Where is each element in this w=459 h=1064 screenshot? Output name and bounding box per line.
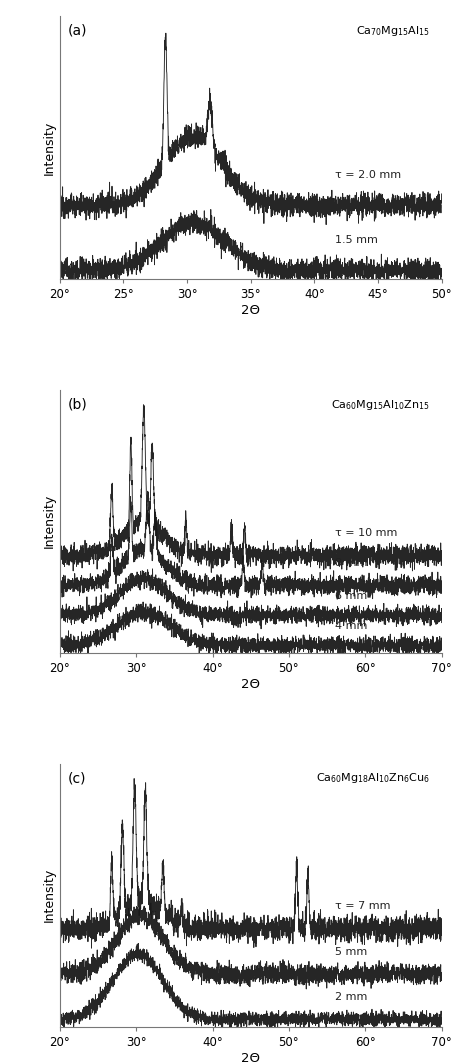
Y-axis label: Intensity: Intensity (43, 868, 56, 922)
Text: (c): (c) (68, 771, 86, 785)
X-axis label: 2Θ: 2Θ (241, 1051, 260, 1064)
Text: Ca$_{60}$Mg$_{18}$Al$_{10}$Zn$_{6}$Cu$_{6}$: Ca$_{60}$Mg$_{18}$Al$_{10}$Zn$_{6}$Cu$_{… (315, 771, 429, 785)
Text: τ = 2.0 mm: τ = 2.0 mm (334, 170, 400, 180)
Text: τ = 7 mm: τ = 7 mm (334, 901, 389, 911)
Text: (b): (b) (68, 398, 88, 412)
Text: 8 mm: 8 mm (334, 558, 366, 568)
X-axis label: 2Θ: 2Θ (241, 678, 260, 691)
Text: 5 mm: 5 mm (334, 947, 366, 957)
Text: 2 mm: 2 mm (334, 993, 366, 1002)
Y-axis label: Intensity: Intensity (43, 120, 56, 174)
Text: 6 mm: 6 mm (334, 592, 366, 601)
Text: τ = 10 mm: τ = 10 mm (334, 528, 396, 537)
Y-axis label: Intensity: Intensity (43, 495, 56, 548)
Text: 4 mm: 4 mm (334, 621, 366, 631)
X-axis label: 2Θ: 2Θ (241, 304, 260, 317)
Text: Ca$_{70}$Mg$_{15}$Al$_{15}$: Ca$_{70}$Mg$_{15}$Al$_{15}$ (355, 23, 429, 38)
Text: (a): (a) (68, 23, 88, 38)
Text: 1.5 mm: 1.5 mm (334, 235, 377, 246)
Text: Ca$_{60}$Mg$_{15}$Al$_{10}$Zn$_{15}$: Ca$_{60}$Mg$_{15}$Al$_{10}$Zn$_{15}$ (330, 398, 429, 412)
